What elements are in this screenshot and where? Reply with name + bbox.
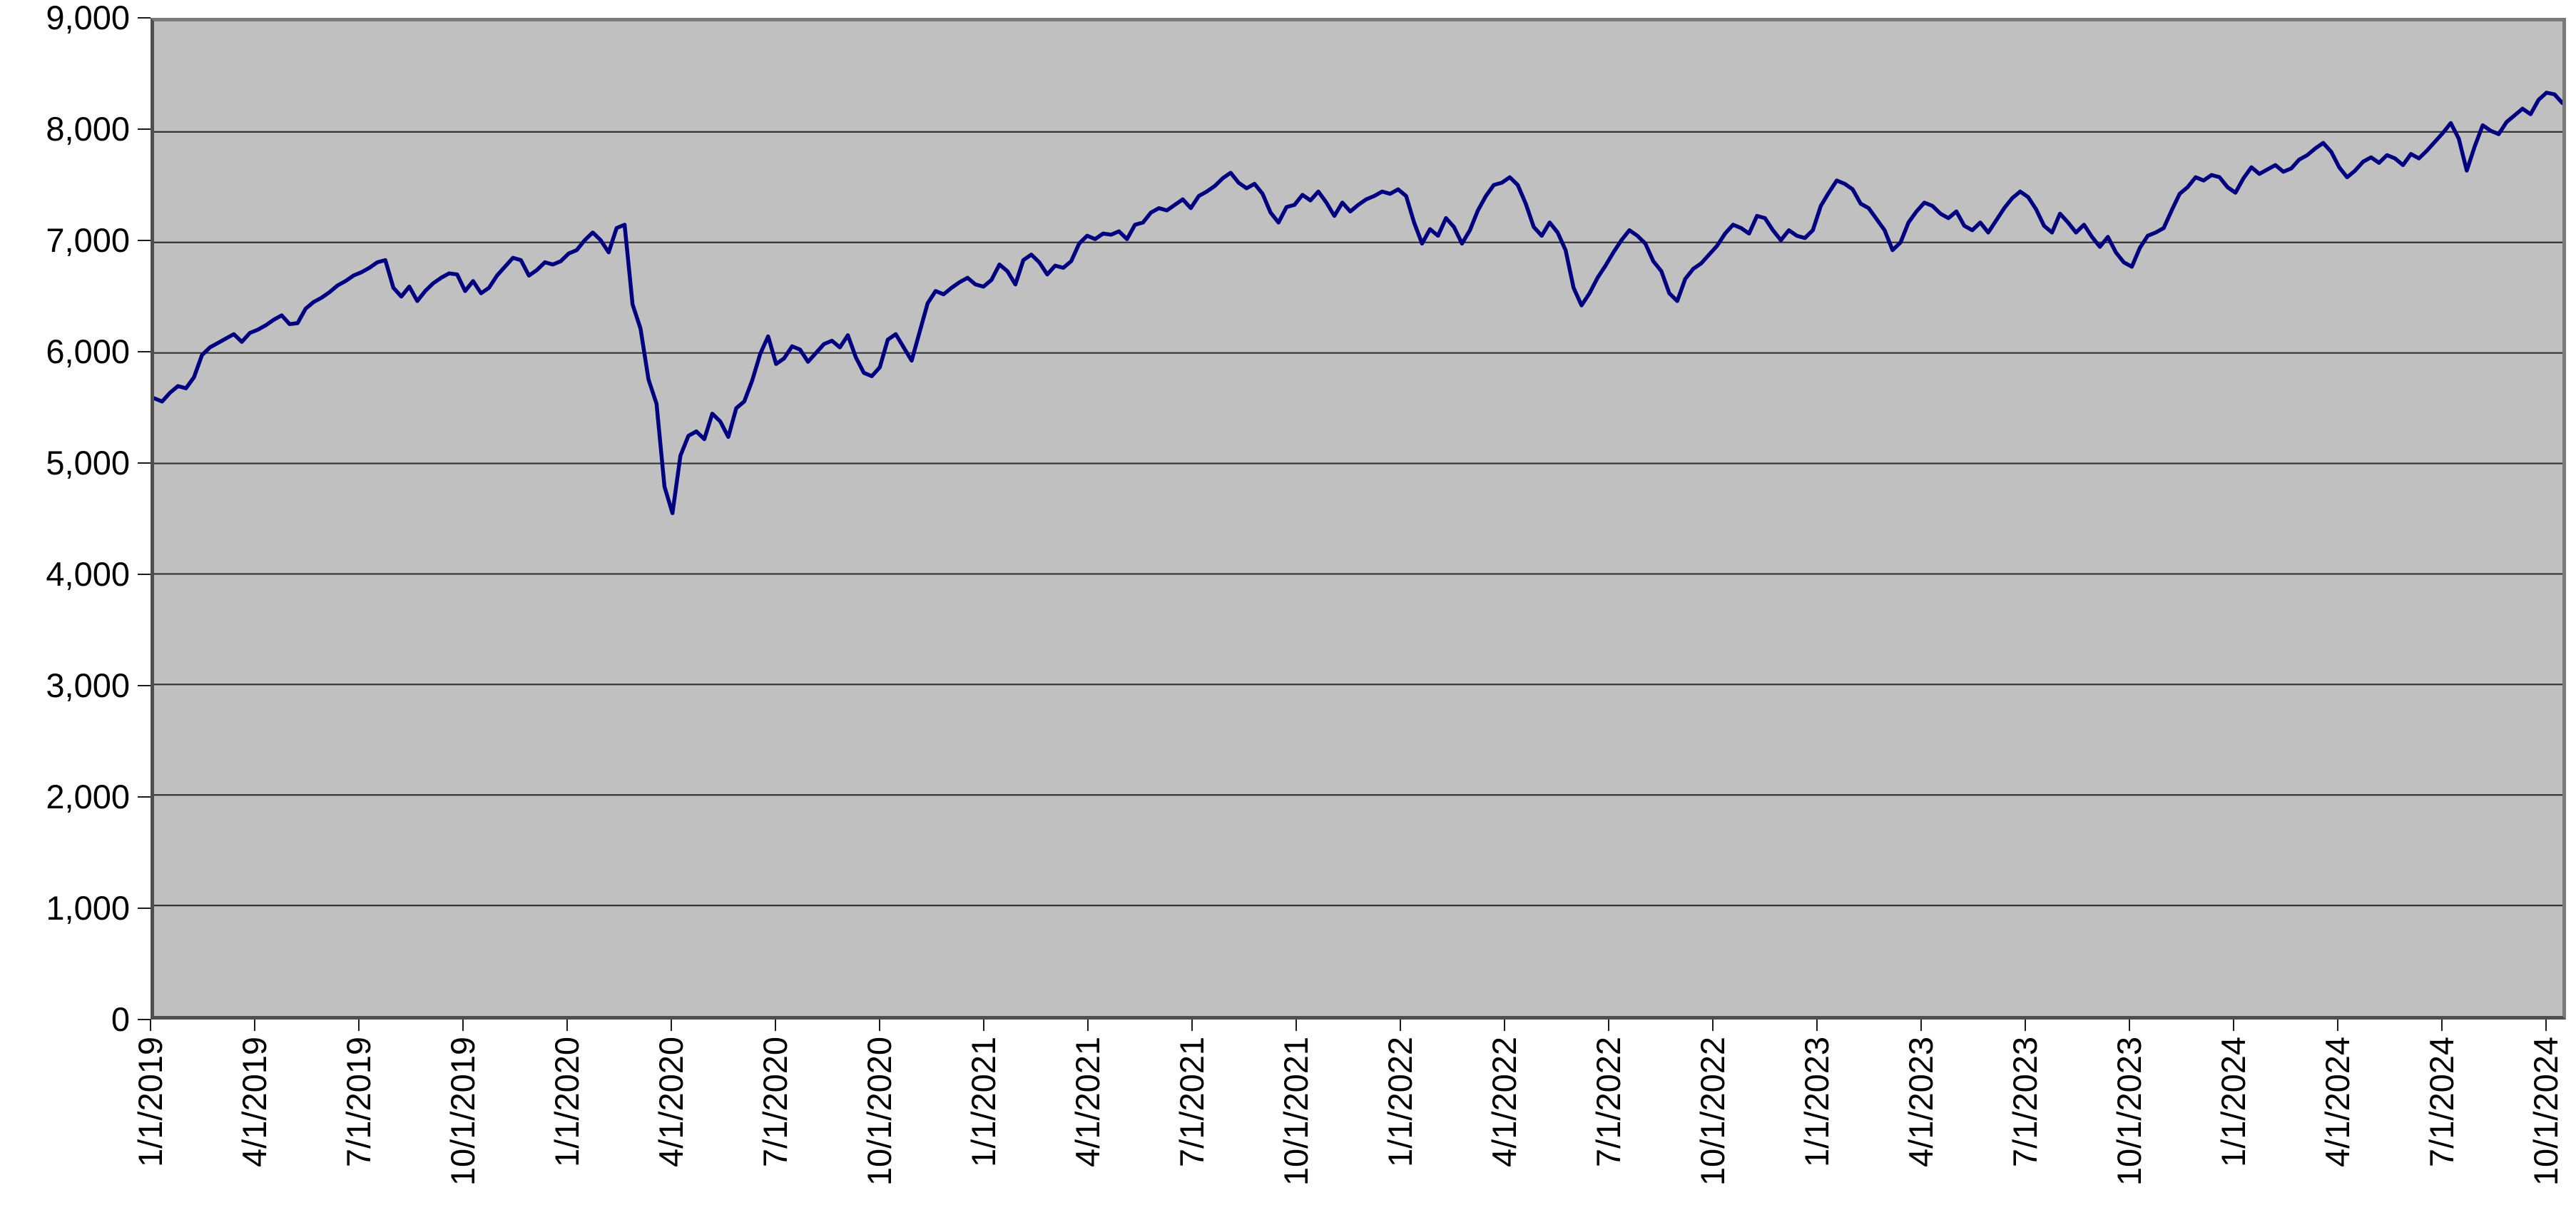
x-axis-label: 7/1/2023 — [2005, 1037, 2044, 1215]
x-axis-label: 7/1/2021 — [1172, 1037, 1211, 1215]
x-axis-label-text: 1/1/2019 — [131, 1037, 169, 1167]
x-axis-label: 4/1/2020 — [651, 1037, 690, 1215]
x-axis-label-text: 10/1/2023 — [2109, 1037, 2148, 1186]
y-axis-label: 3,000 — [46, 666, 130, 704]
x-axis-label-text: 7/1/2022 — [1589, 1037, 1627, 1167]
x-axis-label-text: 1/1/2023 — [1797, 1037, 1836, 1167]
x-axis-label-text: 4/1/2024 — [2318, 1037, 2356, 1167]
plot-area — [151, 18, 2566, 1020]
x-axis-label-text: 10/1/2021 — [1276, 1037, 1315, 1186]
y-axis-tick — [138, 574, 151, 575]
y-axis-tick — [138, 796, 151, 798]
x-axis-label-text: 7/1/2024 — [2422, 1037, 2460, 1167]
x-axis-tick — [878, 1020, 880, 1031]
y-axis-label: 1,000 — [46, 889, 130, 927]
x-axis-label: 4/1/2024 — [2318, 1037, 2356, 1215]
x-axis-label: 1/1/2020 — [547, 1037, 586, 1215]
x-axis-tick — [2440, 1020, 2443, 1031]
x-axis-label-text: 10/1/2022 — [1693, 1037, 1731, 1186]
x-axis-label-text: 7/1/2023 — [2005, 1037, 2044, 1167]
x-axis-label-text: 7/1/2020 — [755, 1037, 794, 1167]
x-axis-label-text: 4/1/2019 — [235, 1037, 273, 1167]
x-axis-label: 4/1/2019 — [235, 1037, 273, 1215]
y-axis-label: 9,000 — [46, 0, 130, 36]
x-axis-tick — [1711, 1020, 1714, 1031]
y-axis-label: 5,000 — [46, 444, 130, 482]
x-axis-label: 4/1/2021 — [1068, 1037, 1106, 1215]
x-axis-label-text: 10/1/2020 — [860, 1037, 898, 1186]
x-axis-tick — [1191, 1020, 1193, 1031]
y-axis-tick — [138, 1019, 151, 1020]
x-axis-label: 7/1/2019 — [339, 1037, 377, 1215]
x-axis-label-text: 4/1/2022 — [1485, 1037, 1523, 1167]
x-axis-tick — [1816, 1020, 1818, 1031]
x-axis-tick — [150, 1020, 151, 1031]
x-axis-label: 4/1/2022 — [1485, 1037, 1523, 1215]
y-axis-tick — [138, 240, 151, 241]
x-axis-tick — [462, 1020, 464, 1031]
y-axis-tick — [138, 462, 151, 464]
x-axis-label-text: 1/1/2021 — [964, 1037, 1002, 1167]
x-axis-label-text: 7/1/2021 — [1172, 1037, 1211, 1167]
x-axis-tick — [2024, 1020, 2026, 1031]
x-axis-label-text: 1/1/2020 — [547, 1037, 586, 1167]
x-axis-label-text: 1/1/2024 — [2214, 1037, 2252, 1167]
y-axis-tick — [138, 351, 151, 352]
x-axis-tick — [2232, 1020, 2234, 1031]
y-axis-tick — [138, 908, 151, 909]
x-axis-tick — [774, 1020, 776, 1031]
x-axis-label: 4/1/2023 — [1901, 1037, 1940, 1215]
x-axis-label-text: 7/1/2019 — [339, 1037, 377, 1167]
x-axis-label-text: 4/1/2021 — [1068, 1037, 1106, 1167]
x-axis-tick — [1607, 1020, 1609, 1031]
x-axis-tick — [982, 1020, 984, 1031]
x-axis-label: 1/1/2019 — [131, 1037, 169, 1215]
index-series-line — [154, 91, 2562, 515]
x-axis-tick — [2336, 1020, 2338, 1031]
x-axis-label: 10/1/2023 — [2109, 1037, 2148, 1215]
x-axis-label-text: 1/1/2022 — [1380, 1037, 1419, 1167]
x-axis-label-text: 10/1/2024 — [2526, 1037, 2565, 1186]
x-axis-tick — [1295, 1020, 1297, 1031]
x-axis-tick — [2128, 1020, 2130, 1031]
gridlines — [154, 131, 2562, 907]
x-axis-tick — [1503, 1020, 1505, 1031]
x-axis-label: 7/1/2024 — [2422, 1037, 2460, 1215]
x-axis-label: 10/1/2021 — [1276, 1037, 1315, 1215]
x-axis-label-text: 4/1/2023 — [1901, 1037, 1940, 1167]
y-axis-label: 6,000 — [46, 332, 130, 370]
x-axis-label: 10/1/2020 — [860, 1037, 898, 1215]
x-axis-label: 1/1/2021 — [964, 1037, 1002, 1215]
y-axis-tick — [138, 685, 151, 686]
y-axis-label: 2,000 — [46, 778, 130, 815]
y-axis-label: 8,000 — [46, 110, 130, 148]
x-axis-label-text: 4/1/2020 — [651, 1037, 690, 1167]
y-axis-label: 0 — [111, 1000, 130, 1038]
y-axis-tick — [138, 128, 151, 130]
x-axis-label-text: 10/1/2019 — [443, 1037, 482, 1186]
x-axis-tick — [357, 1020, 360, 1031]
x-axis-label: 1/1/2022 — [1380, 1037, 1419, 1215]
x-axis-label: 7/1/2020 — [755, 1037, 794, 1215]
x-axis-tick — [2545, 1020, 2547, 1031]
x-axis-label: 10/1/2022 — [1693, 1037, 1731, 1215]
x-axis-tick — [1920, 1020, 1922, 1031]
x-axis-label: 1/1/2023 — [1797, 1037, 1836, 1215]
y-axis-label: 7,000 — [46, 221, 130, 259]
x-axis-label: 7/1/2022 — [1589, 1037, 1627, 1215]
x-axis-tick — [253, 1020, 255, 1031]
x-axis-tick — [670, 1020, 672, 1031]
x-axis-tick — [1086, 1020, 1089, 1031]
x-axis-label: 10/1/2019 — [443, 1037, 482, 1215]
x-axis-label: 10/1/2024 — [2526, 1037, 2565, 1215]
y-axis-label: 4,000 — [46, 555, 130, 593]
x-axis-tick — [1399, 1020, 1401, 1031]
x-axis-tick — [566, 1020, 568, 1031]
y-axis-tick — [138, 17, 151, 19]
plot-svg — [154, 91, 2562, 907]
x-axis-label: 1/1/2024 — [2214, 1037, 2252, 1215]
